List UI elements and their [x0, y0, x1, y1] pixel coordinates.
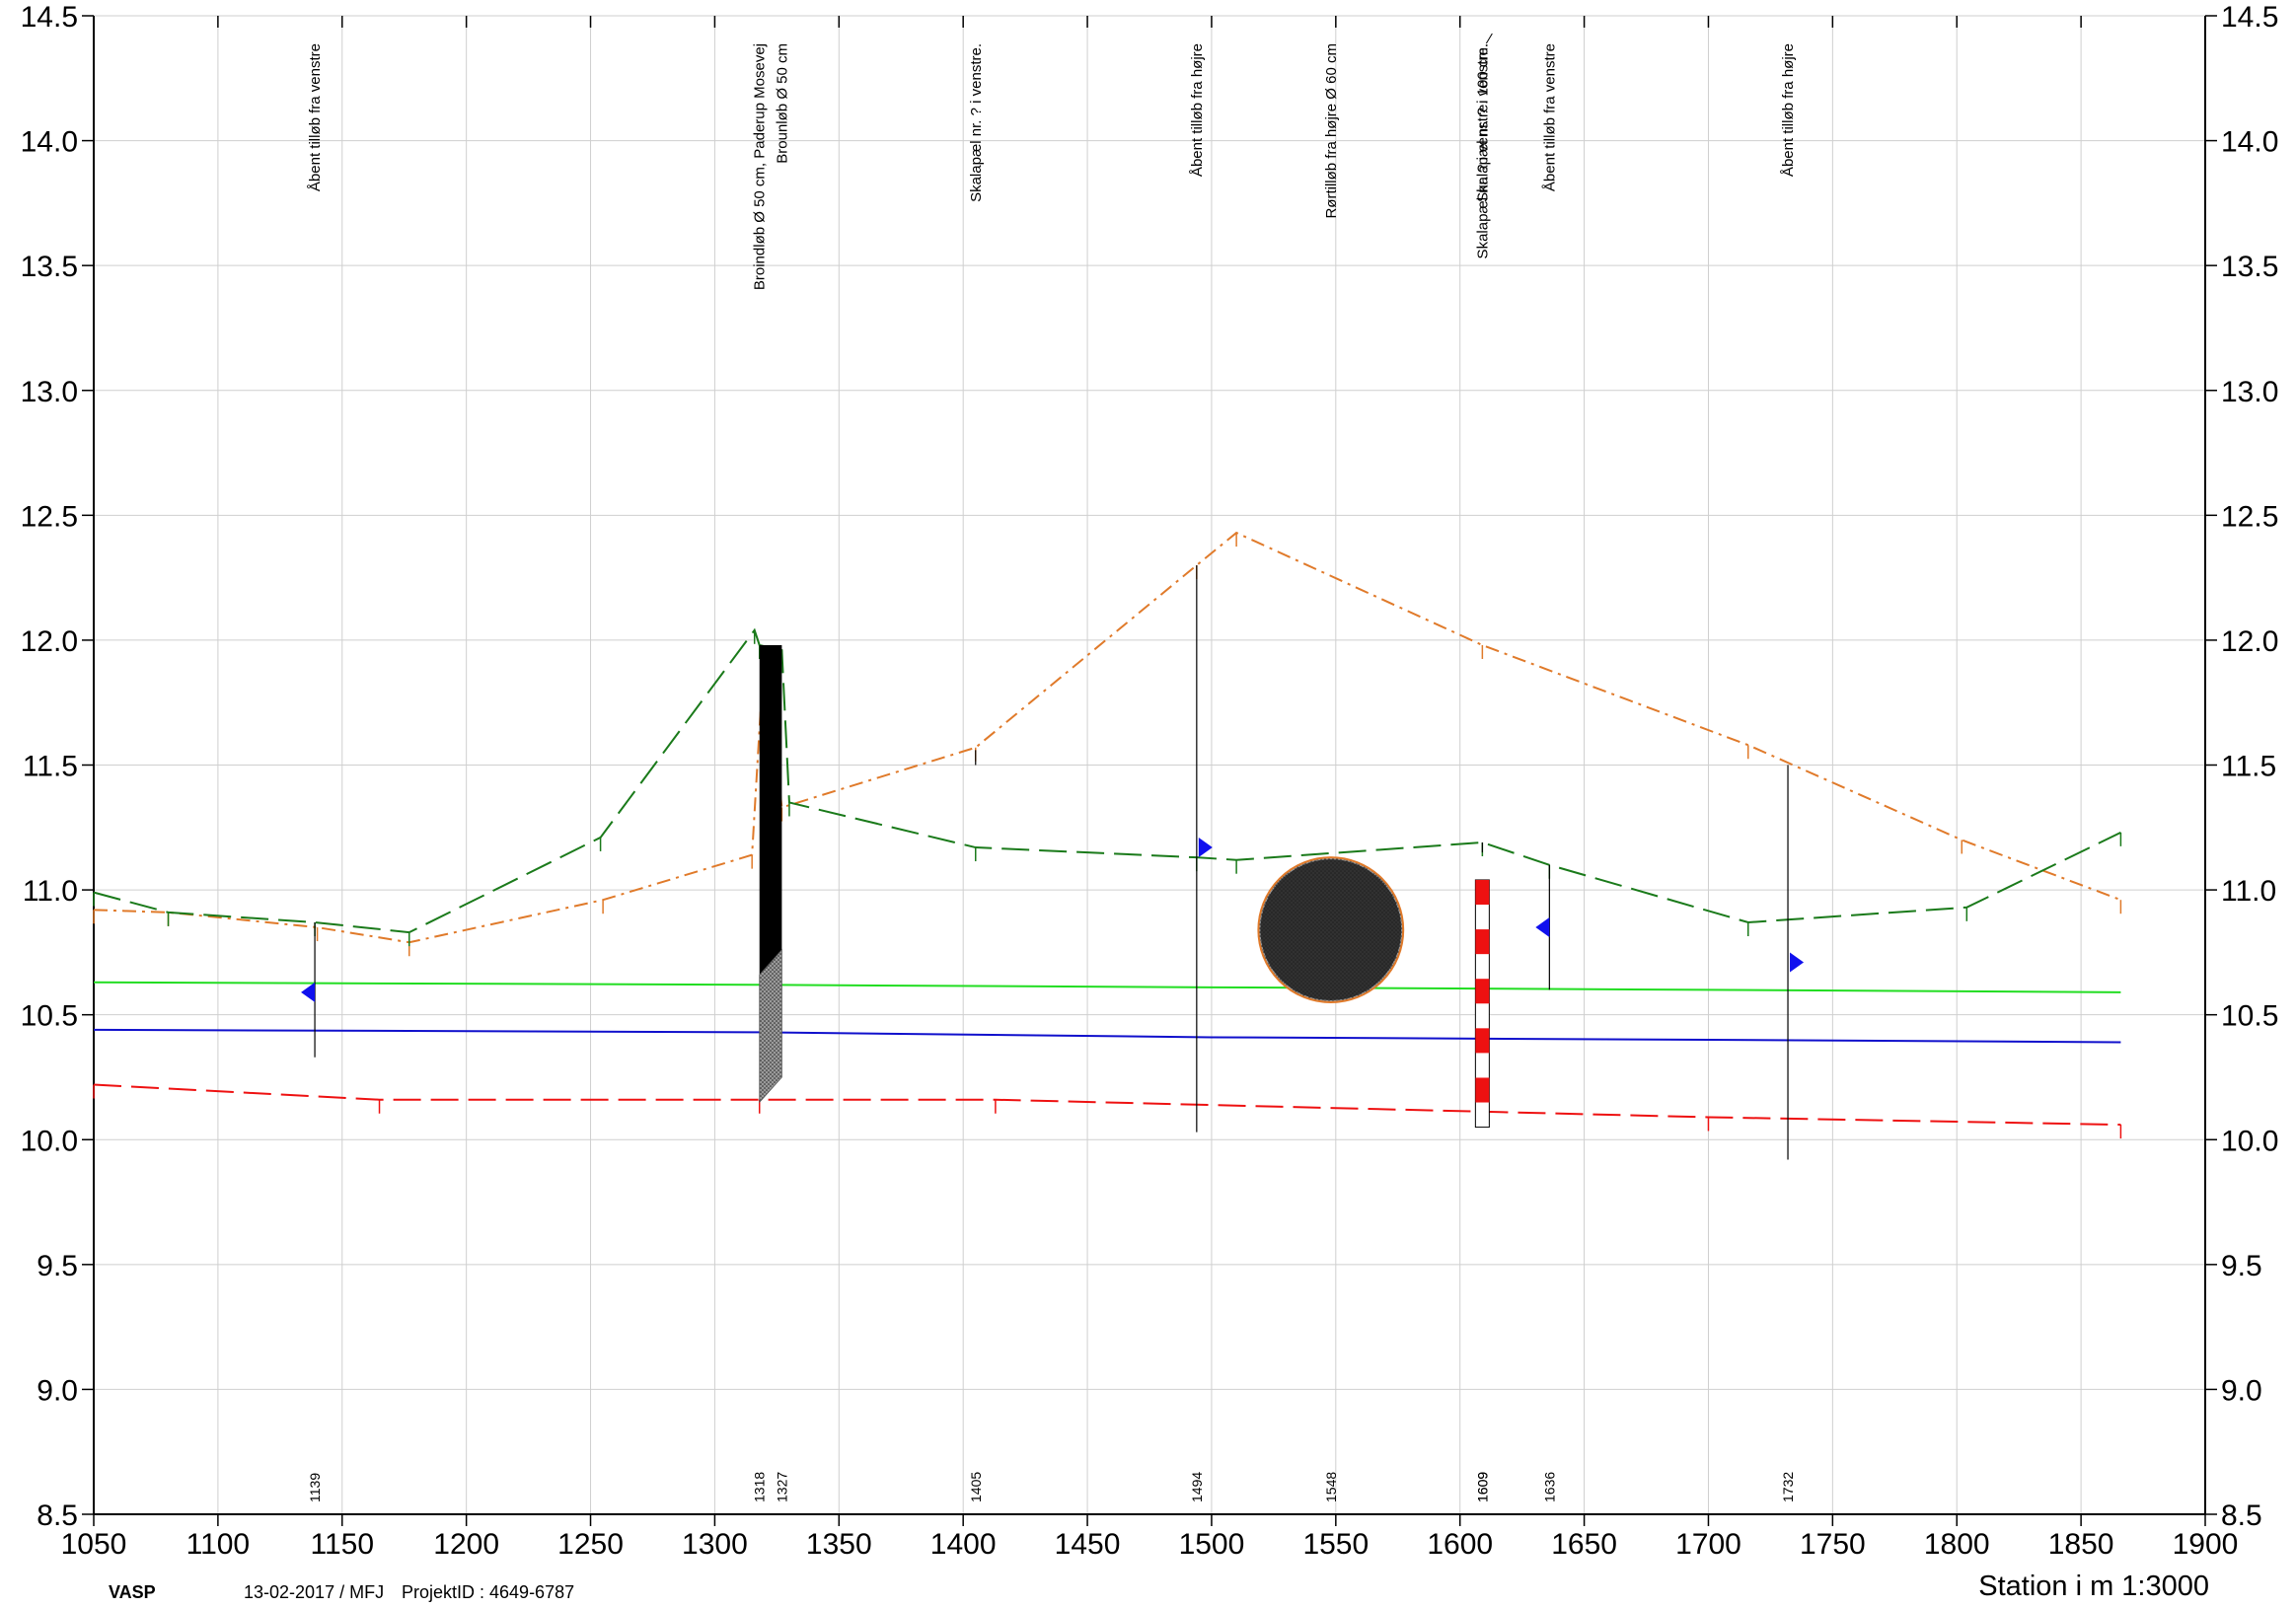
feature-label: Åbent tilløb fra venstre [1541, 43, 1558, 191]
station-label: 1494 [1189, 1472, 1205, 1502]
y-tick-label-left: 12.5 [21, 500, 78, 533]
x-tick-label: 1750 [1800, 1528, 1866, 1561]
x-tick-label: 1450 [1055, 1528, 1121, 1561]
feature-label: Åbent tilløb fra højre [1189, 43, 1206, 177]
y-tick-label-right: 14.0 [2221, 126, 2278, 159]
footer-project-id: ProjektID : 4649-6787 [402, 1582, 575, 1602]
x-tick-label: 1250 [557, 1528, 624, 1561]
feature-label: Broindløb Ø 50 cm, Paderup Mosevej [752, 43, 769, 290]
y-tick-label-right: 11.0 [2221, 875, 2276, 908]
inflow-marker-icon [1198, 838, 1213, 858]
y-tick-label-right: 10.5 [2221, 1000, 2278, 1033]
axes [82, 15, 2217, 1526]
y-tick-label-right: 13.0 [2221, 376, 2278, 408]
feature-label: Skalapæl nr. ? i venstre. [1474, 43, 1491, 202]
series-line-bed [93, 1083, 2121, 1127]
y-tick-label-left: 8.5 [37, 1499, 78, 1532]
x-axis-label: Station i m 1:3000 [1978, 1571, 2209, 1603]
y-tick-label-left: 14.5 [21, 1, 78, 34]
feature-label: Brounløb Ø 50 cm [774, 43, 790, 164]
footer-date-user: 13-02-2017 / MFJ [244, 1582, 385, 1602]
station-label: 1732 [1780, 1472, 1796, 1502]
y-tick-label-right: 13.5 [2221, 251, 2278, 283]
x-tick-label: 1350 [806, 1528, 872, 1561]
x-tick-label: 1600 [1427, 1528, 1493, 1561]
x-tick-label: 1200 [433, 1528, 499, 1561]
station-label: 1609 [1474, 1472, 1490, 1502]
x-tick-label: 1800 [1924, 1528, 1990, 1561]
y-tick-label-left: 11.5 [23, 751, 78, 783]
x-tick-label: 1300 [682, 1528, 748, 1561]
gauge-pole-segment [1475, 979, 1490, 1004]
y-tick-label-right: 14.5 [2221, 1, 2278, 34]
inflow-marker-icon [1535, 917, 1550, 938]
x-tick-label: 1100 [186, 1528, 251, 1561]
y-tick-label-left: 9.5 [37, 1250, 78, 1282]
y-tick-label-left: 10.0 [21, 1125, 78, 1157]
y-tick-label-left: 9.0 [37, 1374, 78, 1407]
pipe-inlet-fill [1260, 859, 1402, 1001]
y-tick-label-right: 9.5 [2221, 1250, 2262, 1282]
y-tick-label-left: 11.0 [23, 875, 78, 908]
gauge-label-leader [1485, 33, 1493, 44]
y-tick-label-left: 13.0 [21, 376, 78, 408]
series [93, 531, 2122, 1139]
y-tick-label-left: 13.5 [21, 251, 78, 283]
x-tick-label: 1900 [2173, 1528, 2239, 1561]
x-tick-label: 1700 [1675, 1528, 1741, 1561]
y-tick-label-left: 12.0 [21, 625, 78, 658]
inflow-marker-icon [1790, 952, 1805, 973]
tick-labels: 1050 1100 1150 1200 1250 1300 1350 1400 1450 1500… [21, 1, 2279, 1561]
x-tick-label: 1500 [1179, 1528, 1245, 1561]
x-tick-label: 1850 [2048, 1528, 2114, 1561]
y-tick-label-right: 10.0 [2221, 1125, 2278, 1157]
y-tick-label-right: 9.0 [2221, 1374, 2262, 1407]
x-tick-label: 1400 [930, 1528, 997, 1561]
gauge-pole-segment [1475, 879, 1490, 906]
station-label: 1327 [774, 1472, 789, 1502]
station-label: 1548 [1323, 1472, 1339, 1502]
x-tick-label: 1550 [1302, 1528, 1369, 1561]
features: Åbent tilløb fra venstre 1139 Broindløb Ø … [301, 33, 1805, 1502]
gauge-pole-segment [1475, 1077, 1490, 1103]
series-line-water-level [93, 981, 2121, 993]
x-axis-title: Station i m [1978, 1571, 2114, 1602]
inflow-marker-icon [301, 982, 316, 1002]
y-tick-label-right: 12.0 [2221, 625, 2278, 658]
station-label: 1609 [1474, 1472, 1490, 1502]
series-line-right-bank [93, 531, 2121, 944]
y-tick-label-left: 10.5 [21, 1000, 78, 1033]
gauge-pole-segment [1475, 929, 1490, 955]
feature-label: Åbent tilløb fra venstre [307, 43, 324, 191]
bridge-opening [759, 948, 782, 1104]
feature-label: Åbent tilløb fra højre [1780, 43, 1797, 177]
x-tick-label: 1150 [311, 1528, 375, 1561]
feature-label: Skalapæl nr. ? i venstre. 100 cm. [1474, 43, 1491, 258]
x-tick-label: 1650 [1551, 1528, 1617, 1561]
feature-label: Skalapæl nr. ? i venstre. [968, 43, 985, 202]
station-label: 1405 [968, 1472, 984, 1502]
feature-label: Rørtilløb fra højre Ø 60 cm [1323, 43, 1340, 219]
scale-label: 1:3000 [2121, 1571, 2209, 1602]
y-tick-label-right: 11.5 [2221, 751, 2276, 783]
y-tick-label-right: 8.5 [2221, 1499, 2262, 1532]
x-tick-label: 1050 [61, 1528, 127, 1561]
station-label: 1318 [752, 1472, 768, 1502]
station-label: 1636 [1541, 1472, 1557, 1502]
y-tick-label-right: 12.5 [2221, 500, 2278, 533]
bridge-structure [759, 644, 782, 976]
station-label: 1139 [307, 1473, 323, 1502]
series-line-energy-line [93, 1028, 2121, 1044]
gauge-pole-segment [1475, 1028, 1490, 1054]
y-tick-label-left: 14.0 [21, 126, 78, 159]
grid [93, 15, 2206, 1515]
series-line-left-bank [93, 627, 2121, 934]
footer-app-name: VASP [109, 1582, 156, 1602]
